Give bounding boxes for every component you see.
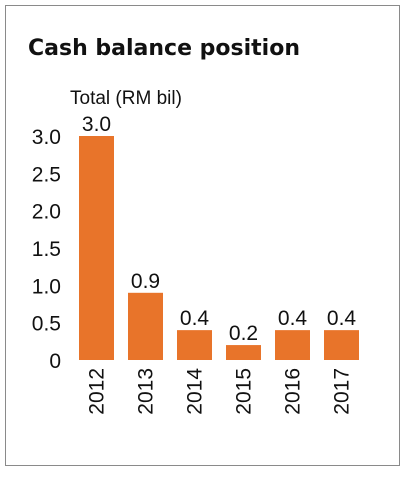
- x-tick-label: 2012: [86, 368, 109, 415]
- x-tick-label: 2014: [184, 368, 207, 415]
- x-tick-label: 2015: [233, 368, 256, 415]
- x-tick-label: 2016: [282, 368, 305, 415]
- bar-2013: [128, 292, 163, 360]
- y-tick-label: 0.5: [32, 313, 61, 336]
- bar-2012: [79, 136, 114, 360]
- bar-2016: [275, 330, 310, 360]
- y-tick-label: 1.5: [32, 238, 61, 261]
- data-label: 3.0: [82, 113, 111, 136]
- data-label: 0.4: [278, 307, 308, 330]
- x-tick-label: 2017: [331, 368, 354, 415]
- chart-frame: [5, 5, 400, 466]
- bar-2017: [324, 330, 359, 360]
- bar-2014: [177, 330, 212, 360]
- y-tick-label: 3.0: [32, 126, 61, 149]
- data-label: 0.4: [327, 307, 357, 330]
- y-tick-label: 1.0: [32, 275, 61, 298]
- data-labels: 3.0 0.9 0.4 0.2 0.4 0.4: [82, 113, 357, 345]
- y-tick-label: 0: [49, 350, 61, 373]
- data-label: 0.4: [180, 307, 210, 330]
- y-axis-ticks: 0 0.5 1.0 1.5 2.0 2.5 3.0: [32, 126, 61, 373]
- data-label: 0.2: [229, 322, 258, 345]
- x-axis-ticks: 2012 2013 2014 2015 2016 2017: [86, 368, 354, 415]
- bar-2015: [226, 345, 261, 360]
- chart-title: Cash balance position: [28, 36, 300, 61]
- data-label: 0.9: [131, 270, 160, 293]
- bars: [79, 136, 359, 360]
- y-tick-label: 2.5: [32, 163, 61, 186]
- y-tick-label: 2.0: [32, 201, 61, 224]
- x-tick-label: 2013: [135, 368, 158, 415]
- y-axis-label: Total (RM bil): [70, 88, 182, 109]
